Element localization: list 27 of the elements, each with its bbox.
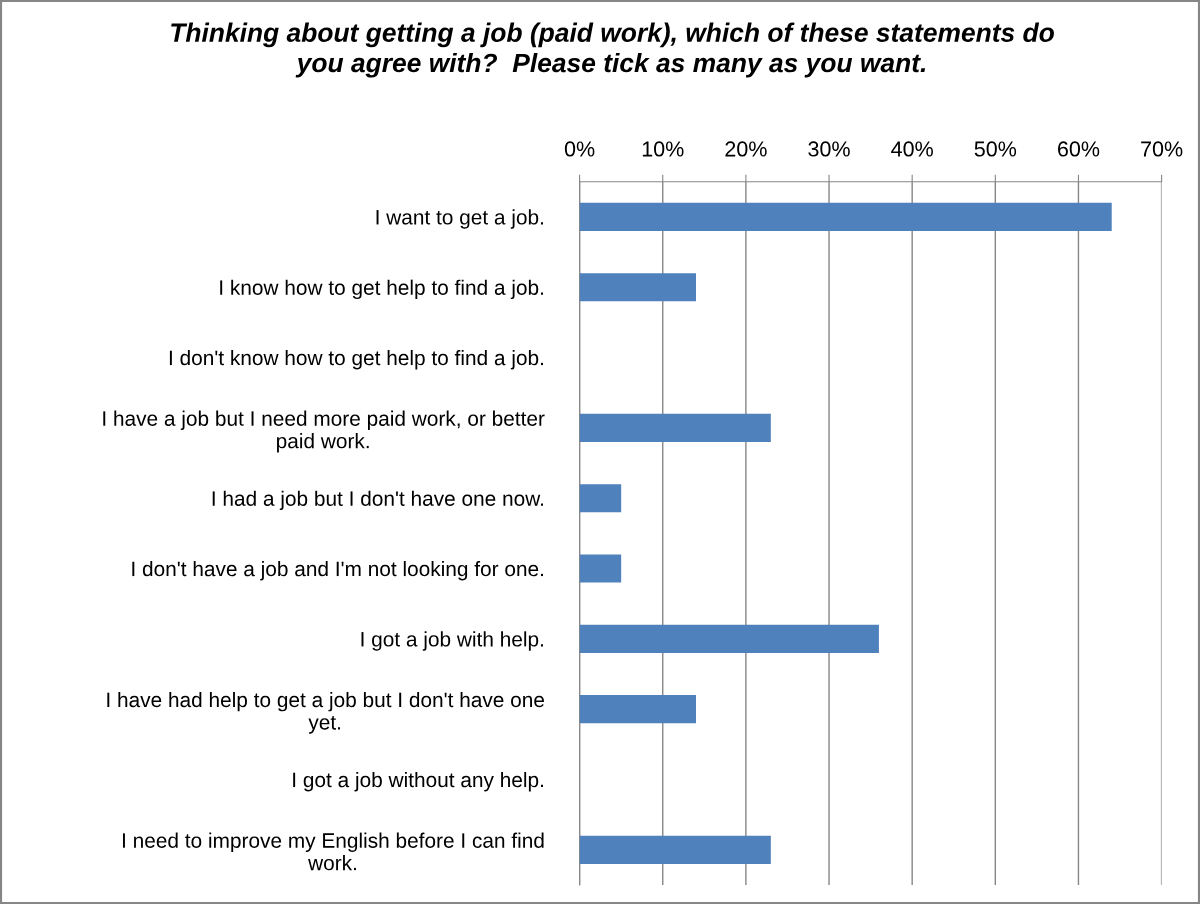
- bar: [579, 554, 622, 583]
- bar: [579, 695, 696, 724]
- y-tick-label: I need to improve my English before I can find work.: [122, 832, 544, 871]
- bar: [579, 484, 622, 513]
- bar: [579, 624, 879, 653]
- bar: [579, 202, 1112, 231]
- y-tick-label: I know how to get help to find a job.: [220, 279, 543, 300]
- y-tick-label: I want to get a job.: [376, 209, 543, 229]
- chart-title: Thinking about getting a job (paid work), which of these statements do you agree with? Please tick as many as you want.: [171, 22, 1054, 78]
- x-tick-label: 0%: [564, 141, 595, 157]
- y-tick-label: I don't have a job and I'm not looking for one.: [132, 560, 544, 581]
- y-tick-label: I don't know how to get help to find a job.: [169, 349, 543, 370]
- x-tick-label: 40%: [891, 141, 933, 157]
- y-tick-label: I got a job without any help.: [293, 771, 543, 792]
- x-tick-label: 70%: [1141, 141, 1183, 157]
- y-tick-label: I have a job but I need more paid work, or better paid work.: [103, 410, 545, 453]
- x-tick-label: 50%: [974, 141, 1017, 157]
- y-tick-label: I got a job with help.: [361, 631, 543, 651]
- x-tick-label: 30%: [808, 141, 850, 157]
- bar: [579, 835, 771, 864]
- x-tick-label: 10%: [642, 141, 684, 157]
- bar: [579, 413, 771, 442]
- x-tick-label: 20%: [725, 141, 767, 157]
- y-tick-label: I had a job but I don't have one now.: [212, 490, 543, 511]
- y-tick-label: I have had help to get a job but I don't have one yet.: [107, 691, 544, 734]
- x-tick-label: 60%: [1058, 141, 1100, 157]
- bar: [579, 273, 696, 302]
